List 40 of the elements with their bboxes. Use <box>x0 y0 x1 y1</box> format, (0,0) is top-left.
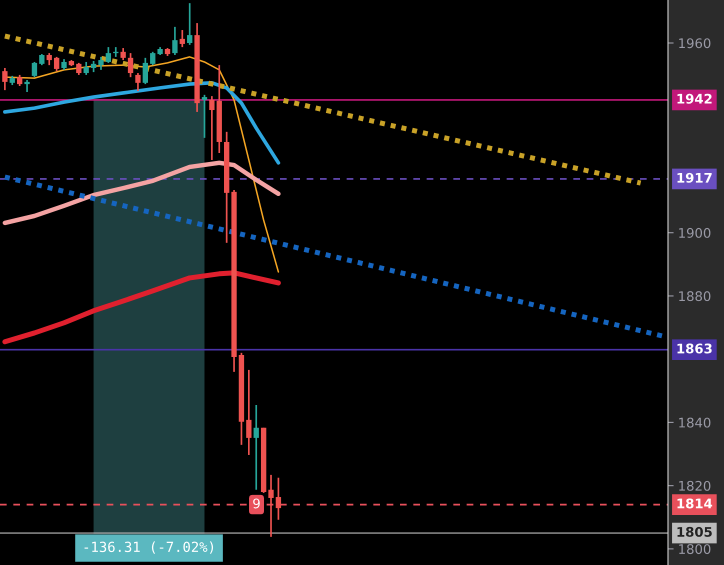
candlestick <box>46 52 52 66</box>
candlestick <box>32 61 38 78</box>
candlestick <box>54 56 60 72</box>
candlestick <box>150 51 156 66</box>
candlestick <box>187 2 192 46</box>
candlestick <box>39 53 45 66</box>
candlestick <box>128 52 134 78</box>
ref-line-label: 1805 <box>678 526 712 537</box>
candlestick <box>76 62 82 76</box>
y-tick-label: 1820 <box>679 480 710 491</box>
ref-line-label: 1917 <box>678 172 712 183</box>
candlestick <box>209 95 215 161</box>
ref-line-label: 1942 <box>678 94 712 104</box>
annotation: 9 <box>253 498 260 508</box>
candlestick <box>142 57 148 85</box>
y-tick-label: 1840 <box>679 418 710 428</box>
candlestick <box>180 29 185 48</box>
y-tick-label: 1960 <box>679 38 710 48</box>
candlestick <box>17 74 22 87</box>
candlestick <box>98 56 104 71</box>
candlestick <box>120 47 126 61</box>
candlestick <box>84 61 89 76</box>
line-series <box>2 160 281 226</box>
ref-line-label: 1814 <box>678 498 712 508</box>
candlestick <box>202 94 208 139</box>
candlestick <box>61 58 67 71</box>
candlestick <box>246 369 252 456</box>
candlestick <box>90 60 96 73</box>
ref-line-label: 1863 <box>678 344 712 354</box>
candlestick <box>172 26 178 56</box>
annotation: -136.31 (-7.02%) <box>84 541 214 554</box>
candlestick <box>2 67 8 91</box>
candlestick <box>254 404 259 491</box>
y-tick-label: 1880 <box>679 291 710 302</box>
line-series <box>3 81 280 165</box>
y-tick-label: 1900 <box>679 228 710 238</box>
candlestick <box>106 46 112 64</box>
candlestick <box>135 72 141 92</box>
y-tick-label: 1800 <box>679 544 710 554</box>
candlestick <box>10 75 15 86</box>
